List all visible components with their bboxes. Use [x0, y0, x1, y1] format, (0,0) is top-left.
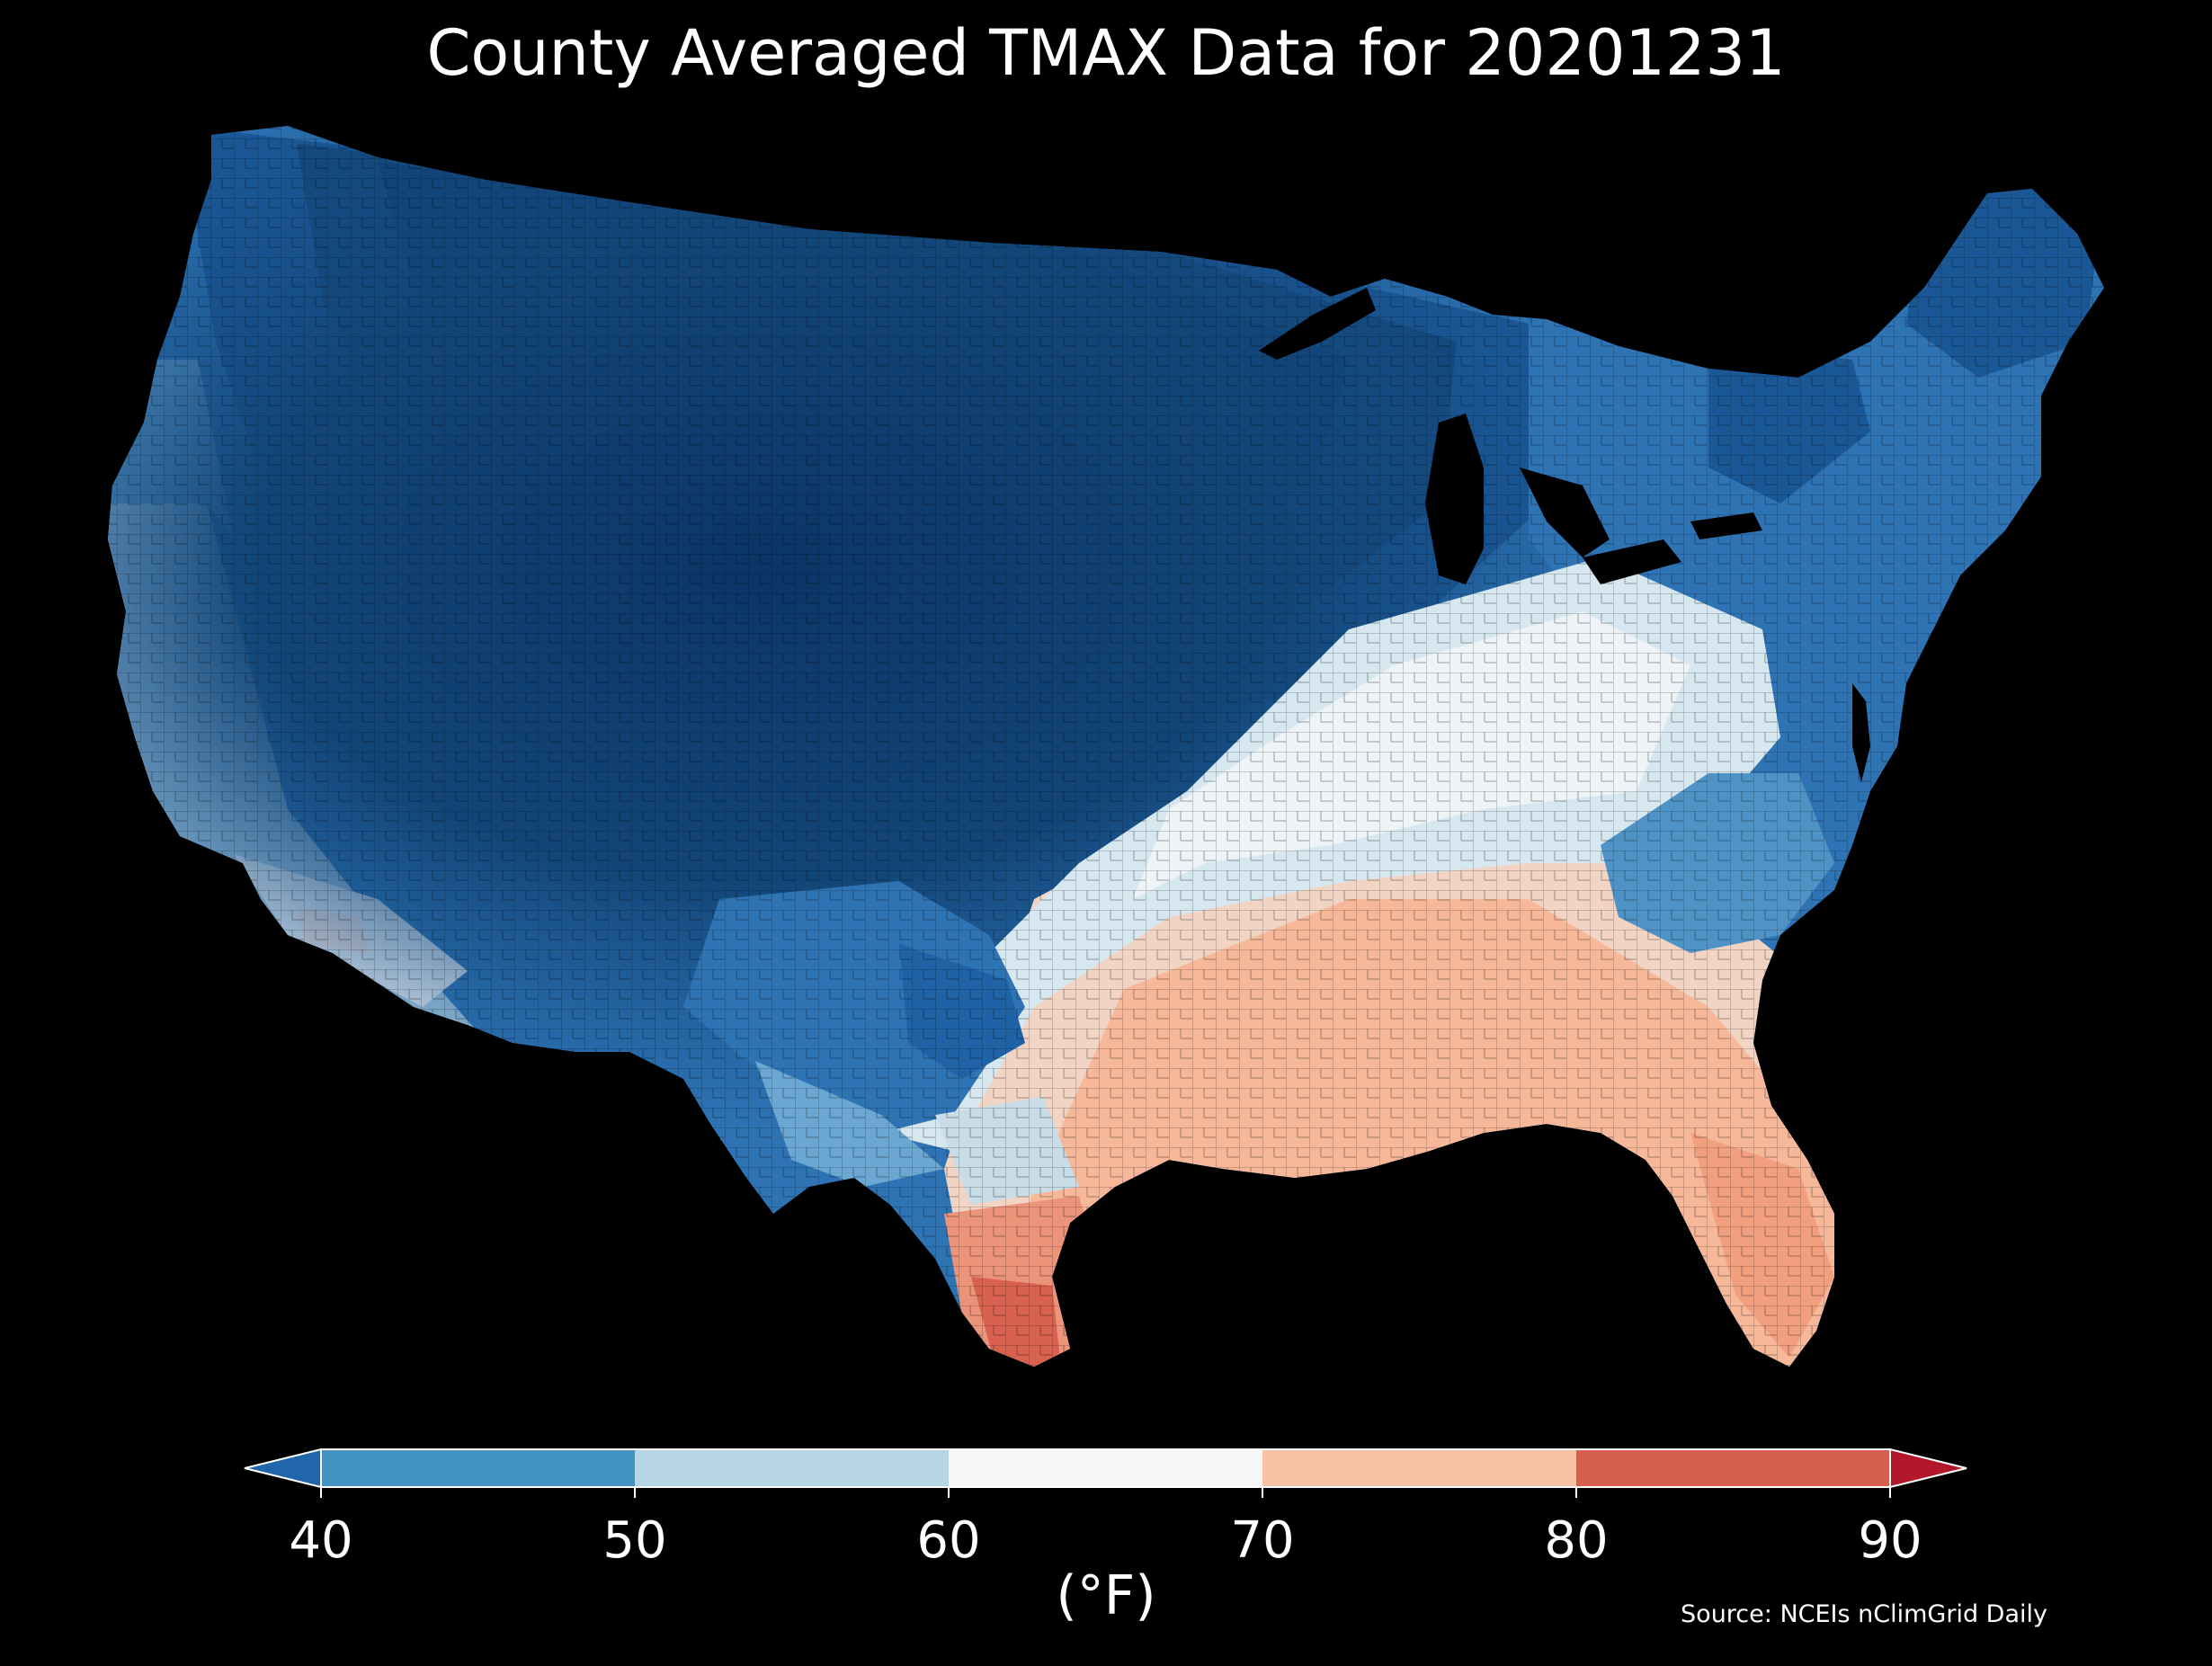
colorbar-tick-label: 40 [289, 1511, 352, 1570]
colorbar: 40 50 60 70 80 90 [244, 1448, 1967, 1570]
colorbar-bin [321, 1449, 635, 1487]
colorbar-tick-label: 80 [1544, 1511, 1608, 1570]
source-note: Source: NCEIs nClimGrid Daily [1681, 1600, 2047, 1628]
colorbar-bin [1262, 1449, 1576, 1487]
colorbar-bin [1576, 1449, 1890, 1487]
map-title: County Averaged TMAX Data for 20201231 [426, 16, 1786, 90]
colorbar-frame [320, 1448, 1891, 1488]
colorbar-bin [635, 1449, 949, 1487]
colorbar-tick-label: 70 [1230, 1511, 1294, 1570]
colorbar-bin [949, 1449, 1262, 1487]
colorbar-tick-label: 50 [602, 1511, 666, 1570]
great-lakes [1259, 288, 1762, 584]
colorbar-tick-label: 60 [916, 1511, 980, 1570]
us-landmass [108, 126, 2104, 1367]
colorbar-extend-over [1889, 1448, 1967, 1489]
colorbar-tick-label: 90 [1858, 1511, 1922, 1570]
colorbar-extend-under [244, 1448, 322, 1489]
chesapeake-bay [1852, 683, 1870, 782]
colorbar-unit-label: (°F) [1056, 1564, 1156, 1627]
